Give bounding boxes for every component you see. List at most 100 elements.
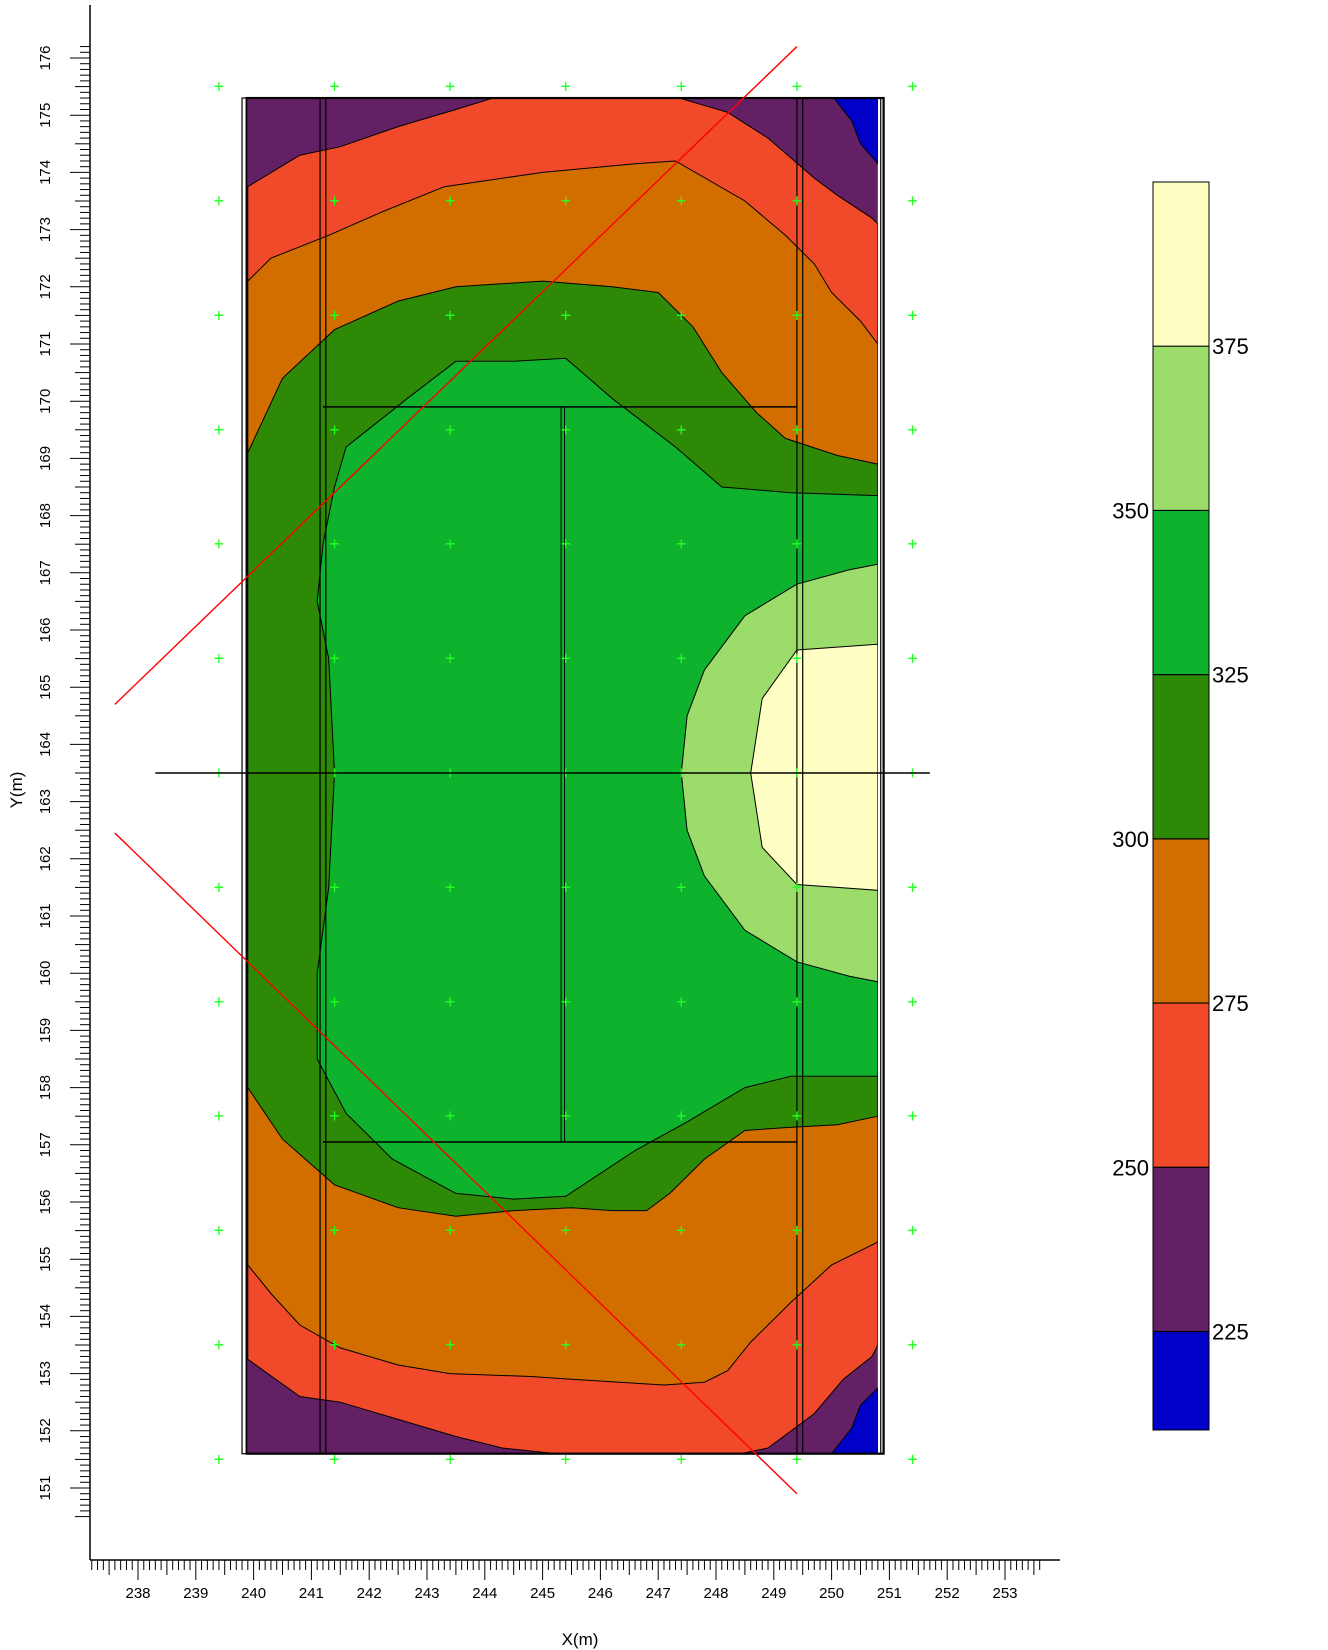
- survey-point: +: [214, 77, 225, 97]
- y-tick-label: 169: [37, 446, 54, 471]
- colorbar-label: 350: [1112, 498, 1149, 523]
- survey-point: +: [329, 1449, 340, 1469]
- contour-band-210: [830, 1387, 878, 1454]
- y-tick-label: 166: [37, 617, 54, 642]
- colorbar-label: 300: [1112, 827, 1149, 852]
- survey-point: +: [676, 1106, 687, 1126]
- y-tick-label: 172: [37, 274, 54, 299]
- x-tick-label: 247: [646, 1585, 671, 1602]
- survey-point: +: [676, 1221, 687, 1241]
- survey-point: +: [445, 191, 456, 211]
- survey-point: +: [676, 77, 687, 97]
- y-tick-label: 153: [37, 1361, 54, 1386]
- survey-point: +: [676, 1335, 687, 1355]
- contour-band-325: [316, 357, 878, 1200]
- x-tick-label: 239: [183, 1585, 208, 1602]
- y-tick-label: 161: [37, 903, 54, 928]
- colorbar-label: 375: [1212, 334, 1249, 359]
- y-tick-label: 173: [37, 217, 54, 242]
- survey-point: +: [329, 305, 340, 325]
- survey-point: +: [907, 992, 918, 1012]
- survey-point: +: [560, 1449, 571, 1469]
- colorbar-swatch-210: [1153, 1331, 1209, 1430]
- survey-point: +: [676, 649, 687, 669]
- survey-point: +: [445, 1335, 456, 1355]
- y-tick-label: 170: [37, 389, 54, 414]
- x-tick-label: 240: [241, 1585, 266, 1602]
- survey-point: +: [907, 649, 918, 669]
- colorbar-label: 275: [1212, 991, 1249, 1016]
- survey-point: +: [907, 877, 918, 897]
- survey-point: +: [214, 877, 225, 897]
- x-tick-label: 243: [414, 1585, 439, 1602]
- survey-point: +: [560, 877, 571, 897]
- x-tick-label: 249: [761, 1585, 786, 1602]
- x-tick-label: 241: [299, 1585, 324, 1602]
- survey-point: +: [792, 992, 803, 1012]
- survey-point: +: [214, 420, 225, 440]
- colorbar: 225 250 275 300 325 350 375: [1112, 181, 1249, 1431]
- x-tick-label: 244: [472, 1585, 497, 1602]
- survey-point: +: [907, 1335, 918, 1355]
- survey-point: +: [907, 1449, 918, 1469]
- survey-point: +: [329, 992, 340, 1012]
- survey-point: +: [676, 534, 687, 554]
- survey-point: +: [214, 1335, 225, 1355]
- survey-point: +: [907, 1221, 918, 1241]
- survey-point: +: [676, 1449, 687, 1469]
- colorbar-label: 325: [1212, 663, 1249, 688]
- survey-point: +: [445, 305, 456, 325]
- y-tick-label: 176: [37, 45, 54, 70]
- y-tick-label: 159: [37, 1018, 54, 1043]
- y-tick-label: 171: [37, 331, 54, 356]
- survey-point: +: [329, 1335, 340, 1355]
- survey-point: +: [214, 1221, 225, 1241]
- survey-point: +: [560, 992, 571, 1012]
- colorbar-swatch-250: [1153, 1003, 1209, 1168]
- y-tick-label: 154: [37, 1304, 54, 1329]
- colorbar-swatch-375: [1153, 182, 1209, 347]
- x-tick-label: 252: [935, 1585, 960, 1602]
- y-tick-label: 151: [37, 1475, 54, 1500]
- y-tick-label: 152: [37, 1418, 54, 1443]
- survey-point: +: [792, 191, 803, 211]
- survey-point: +: [560, 534, 571, 554]
- colorbar-swatch-275: [1153, 838, 1209, 1004]
- colorbar-swatch-300: [1153, 674, 1209, 839]
- x-tick-label: 253: [992, 1585, 1017, 1602]
- x-tick-label: 246: [588, 1585, 613, 1602]
- survey-point: +: [214, 992, 225, 1012]
- survey-point: +: [214, 1449, 225, 1469]
- survey-point: +: [214, 534, 225, 554]
- survey-point: +: [560, 1335, 571, 1355]
- survey-point: +: [792, 649, 803, 669]
- y-axis-title: Y(m): [7, 772, 26, 809]
- y-tick-label: 157: [37, 1132, 54, 1157]
- x-axis-title: X(m): [562, 1630, 599, 1649]
- colorbar-swatch-350: [1153, 346, 1209, 511]
- survey-point: +: [329, 649, 340, 669]
- x-tick-label: 238: [125, 1585, 150, 1602]
- survey-point: +: [676, 992, 687, 1012]
- y-tick-label: 164: [37, 732, 54, 757]
- survey-point: +: [676, 191, 687, 211]
- survey-point: +: [560, 191, 571, 211]
- survey-point: +: [445, 1106, 456, 1126]
- survey-point: +: [792, 420, 803, 440]
- profile-lines: [114, 46, 930, 1495]
- survey-point: +: [445, 420, 456, 440]
- survey-point: +: [329, 420, 340, 440]
- survey-point: +: [560, 1221, 571, 1241]
- outer-frame-inner: [245, 96, 885, 1455]
- survey-point: +: [445, 77, 456, 97]
- survey-point: +: [445, 1449, 456, 1469]
- survey-point: +: [560, 77, 571, 97]
- y-tick-label: 168: [37, 503, 54, 528]
- x-tick-label: 242: [357, 1585, 382, 1602]
- survey-point: +: [214, 305, 225, 325]
- y-tick-label: 167: [37, 560, 54, 585]
- colorbar-swatch-225: [1153, 1167, 1209, 1332]
- survey-point: +: [792, 1106, 803, 1126]
- survey-point: +: [329, 191, 340, 211]
